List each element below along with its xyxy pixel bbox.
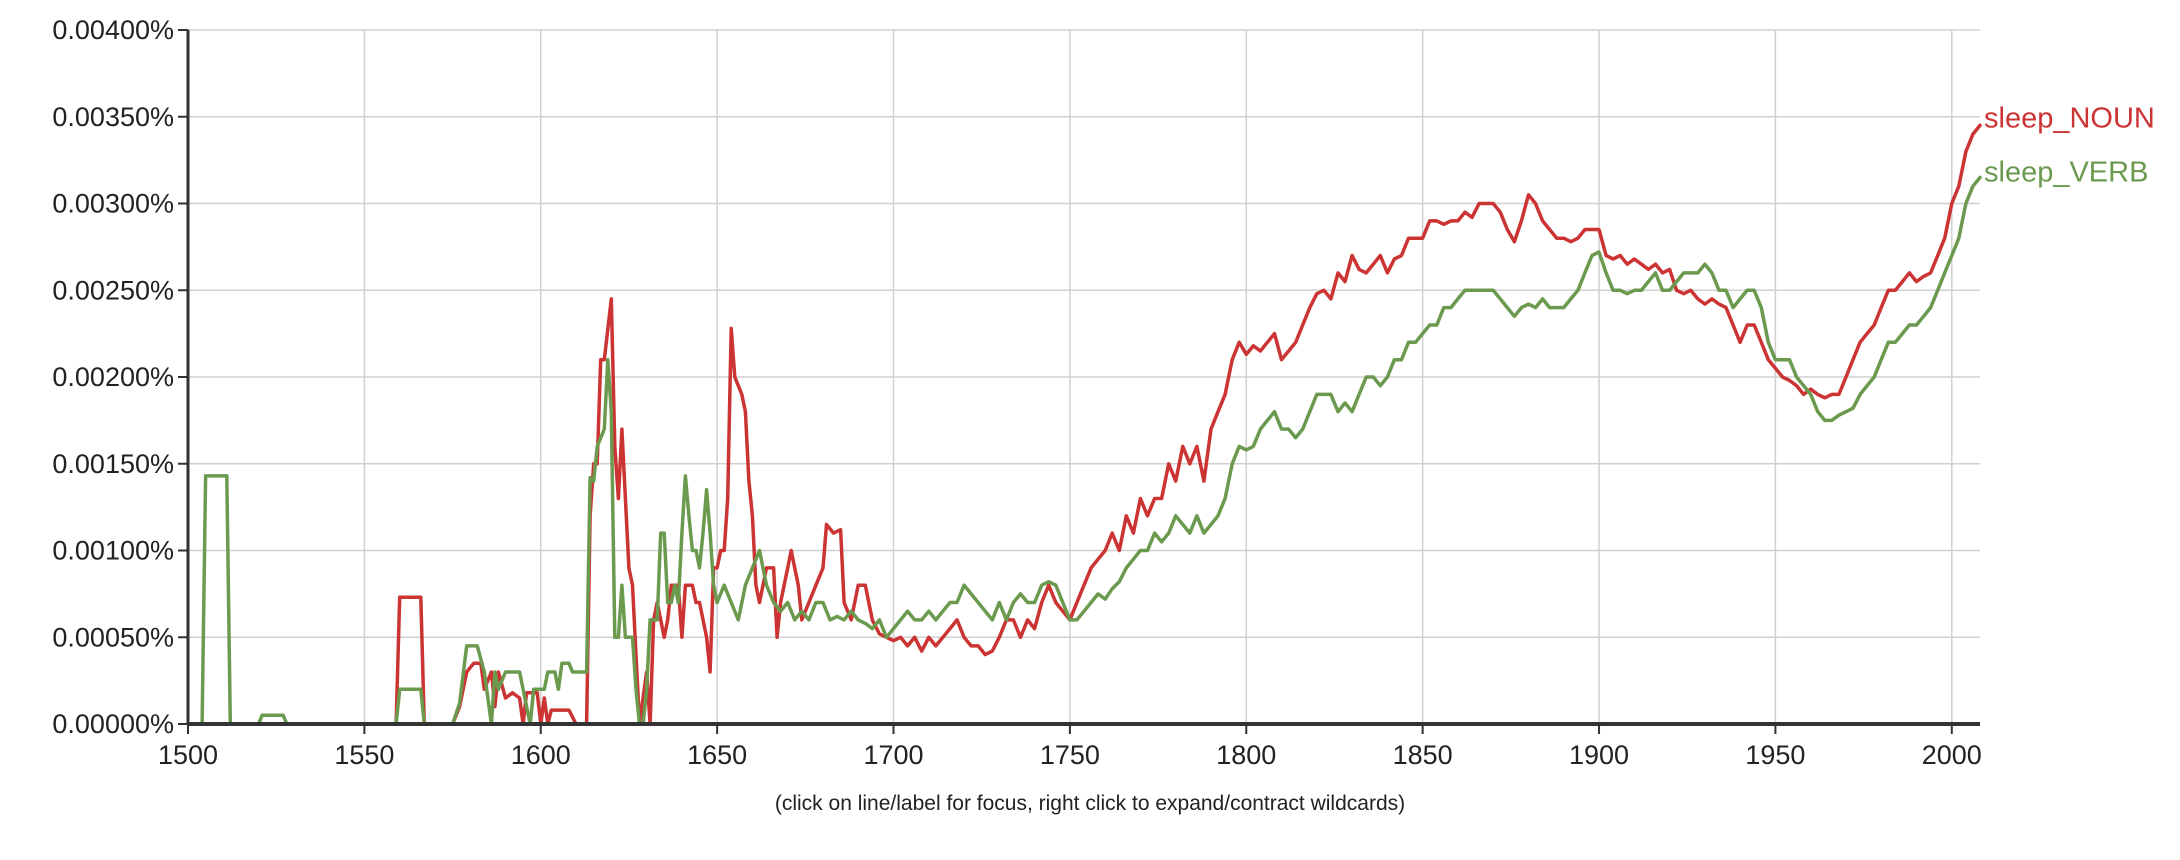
series-label-sleep-verb[interactable]: sleep_VERB (1984, 156, 2148, 188)
x-tick-label: 1500 (158, 740, 218, 770)
y-tick-label: 0.00150% (52, 449, 174, 479)
x-tick-label: 2000 (1922, 740, 1982, 770)
y-tick-label: 0.00100% (52, 536, 174, 566)
x-tick-label: 1750 (1040, 740, 1100, 770)
x-tick-label: 1800 (1216, 740, 1276, 770)
y-tick-label: 0.00000% (52, 709, 174, 739)
chart-axes (178, 29, 1980, 734)
x-tick-label: 1700 (863, 740, 923, 770)
y-tick-label: 0.00350% (52, 102, 174, 132)
x-axis-tick-labels: 1500 1550 1600 1650 1700 1750 1800 1850 1900 1950… (158, 740, 1982, 770)
x-tick-label: 1550 (334, 740, 394, 770)
x-tick-label: 1600 (511, 740, 571, 770)
y-tick-label: 0.00300% (52, 189, 174, 219)
y-axis-tick-labels: 0.00000% 0.00050% 0.00100% 0.00150% 0.00200%… (52, 15, 174, 739)
series-end-labels[interactable]: sleep_NOUN sleep_VERB (1984, 102, 2155, 188)
y-tick-label: 0.00050% (52, 622, 174, 652)
series-label-sleep-noun[interactable]: sleep_NOUN (1984, 102, 2155, 134)
series-line-sleep-noun[interactable] (200, 123, 1982, 726)
x-tick-label: 1850 (1393, 740, 1453, 770)
x-tick-label: 1650 (687, 740, 747, 770)
series-lines[interactable] (200, 123, 1982, 726)
x-tick-label: 1900 (1569, 740, 1629, 770)
x-tick-label: 1950 (1745, 740, 1805, 770)
y-tick-label: 0.00400% (52, 15, 174, 45)
y-tick-label: 0.00250% (52, 275, 174, 305)
series-line-sleep-verb[interactable] (200, 175, 1982, 726)
y-tick-label: 0.00200% (52, 362, 174, 392)
chart-grid (188, 29, 1980, 724)
chart-footnote: (click on line/label for focus, right cl… (774, 792, 1406, 815)
